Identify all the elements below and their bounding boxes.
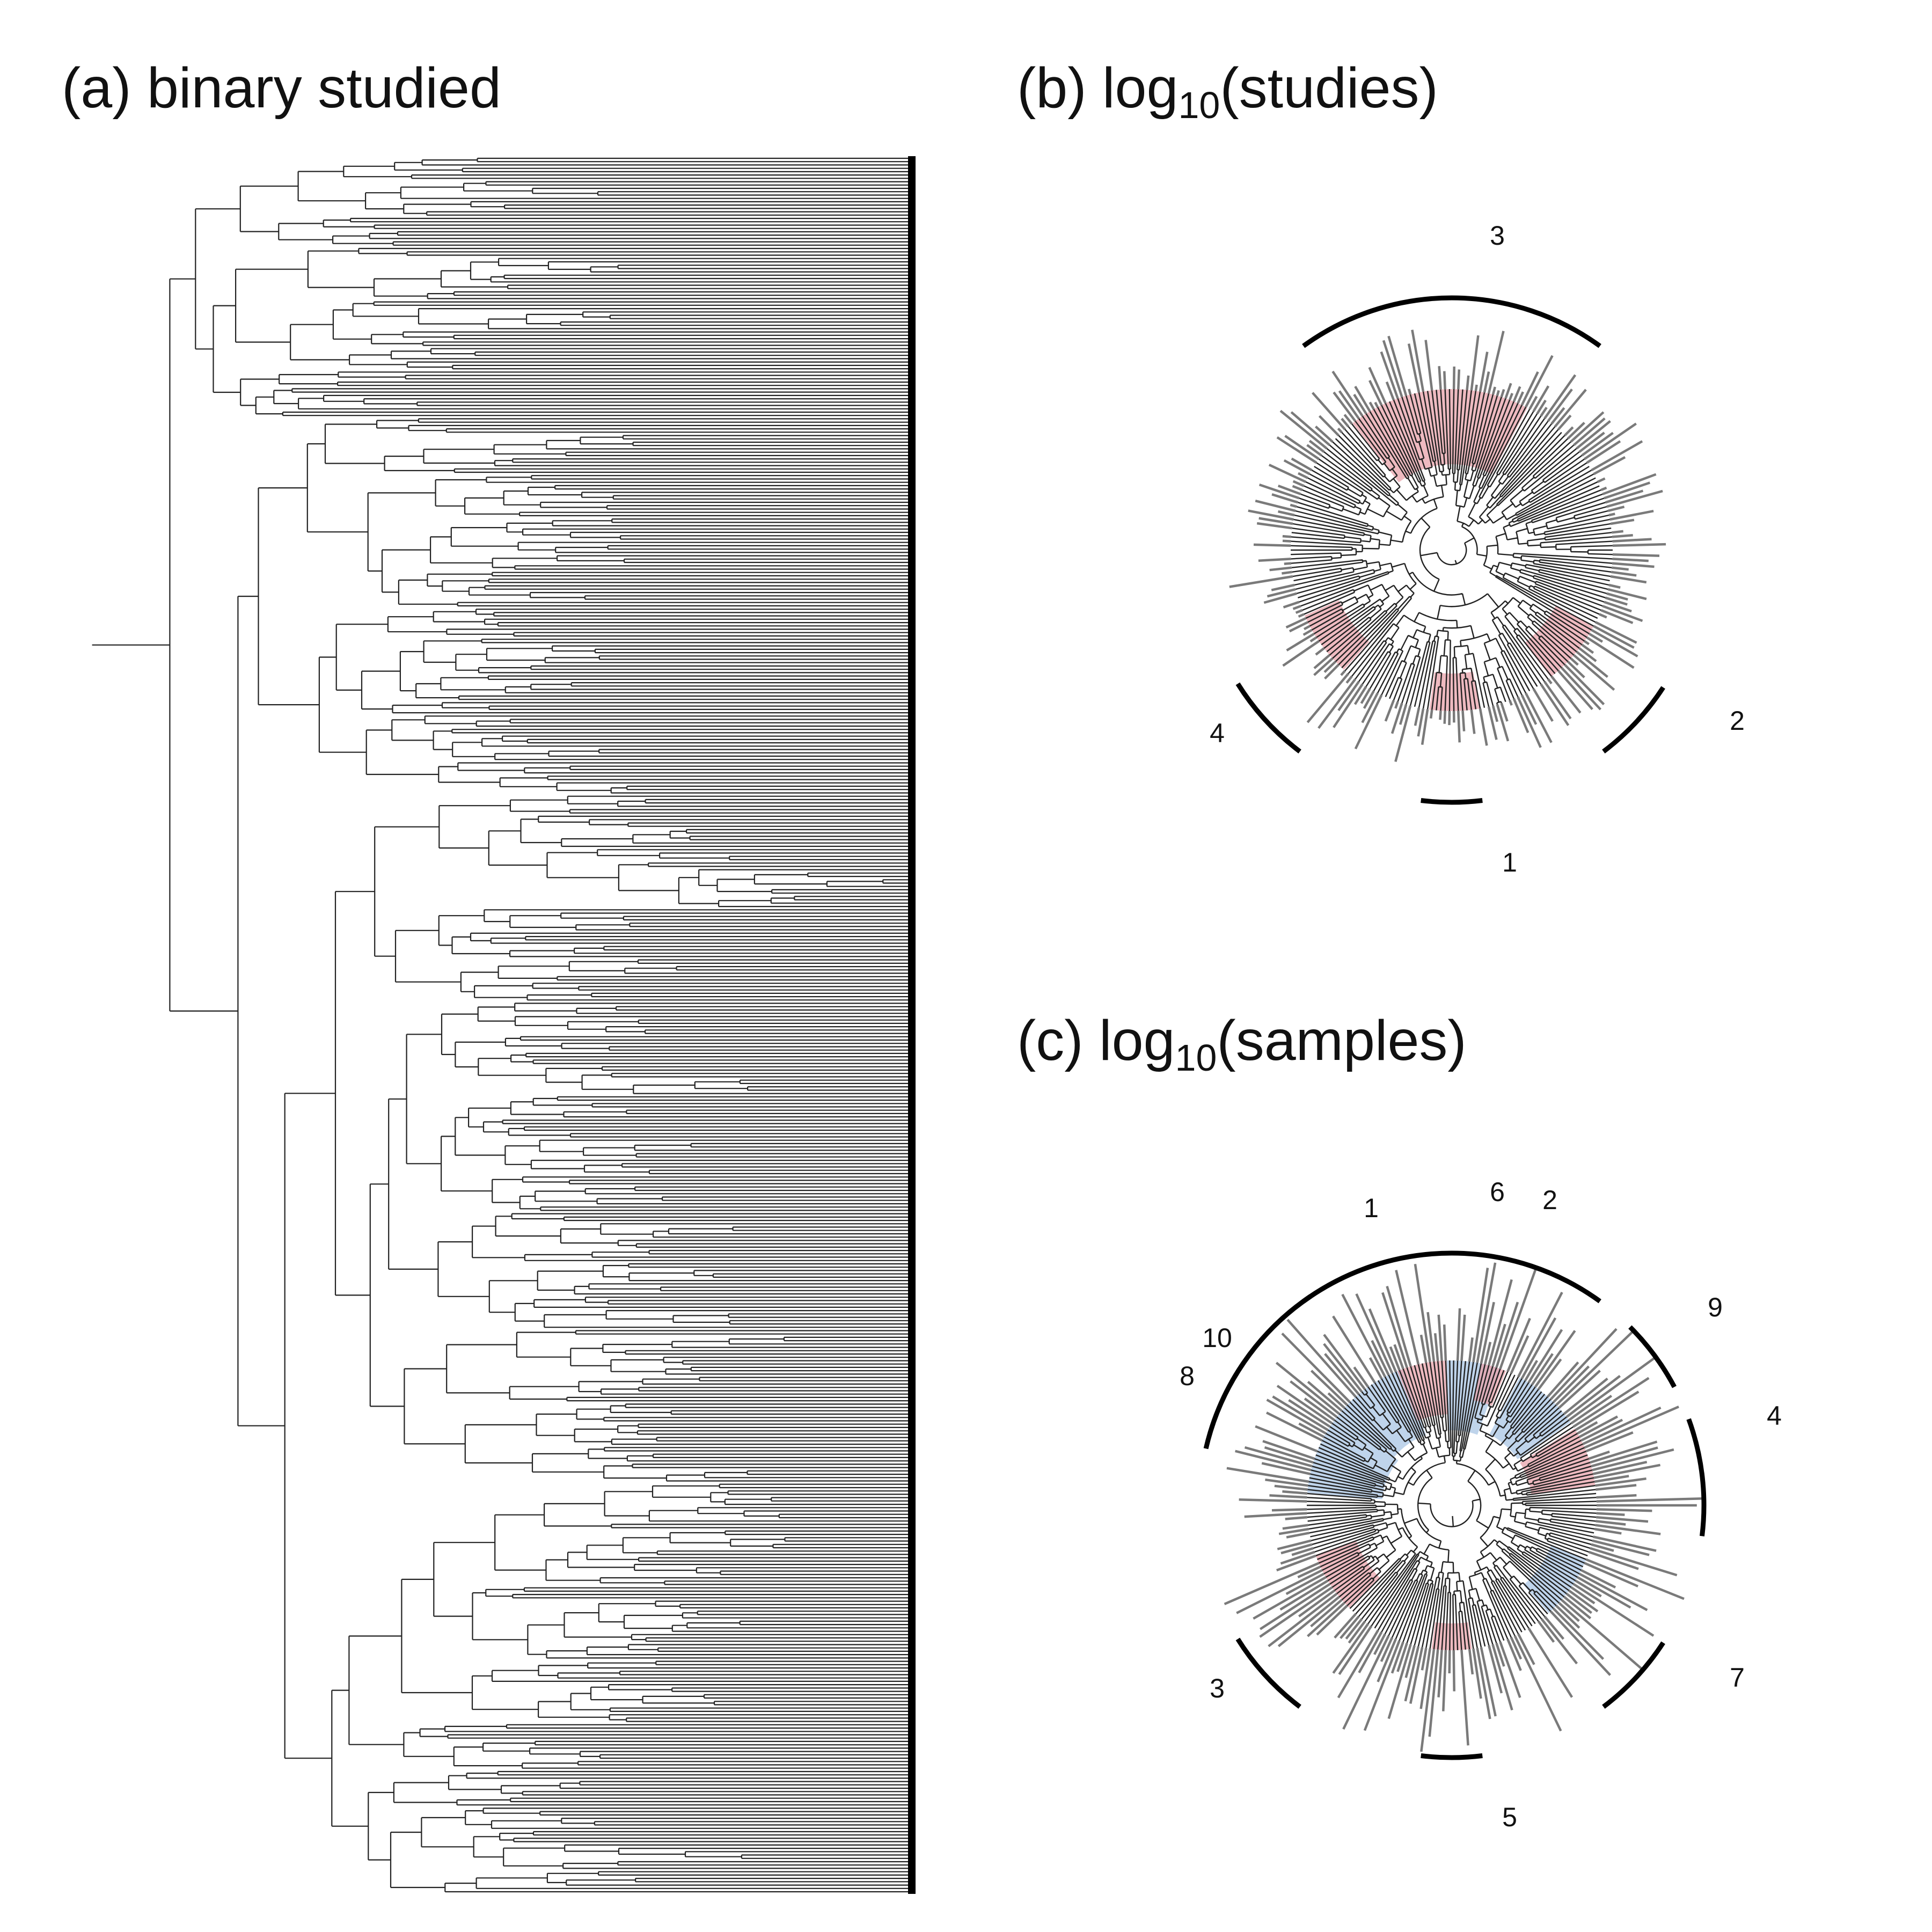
panel-b-title-subscript: 10	[1178, 84, 1220, 126]
clade-label: 4	[1210, 718, 1225, 748]
tree-branches	[92, 157, 912, 1893]
clade-arc	[1686, 1418, 1707, 1536]
branch-layer	[1291, 389, 1613, 712]
clade-arc-layer	[1235, 295, 1665, 805]
clade-label: 10	[1202, 1323, 1232, 1353]
clade-arc-layer	[1203, 1250, 1707, 1760]
panel-b-title-prefix: (b) log	[1017, 56, 1178, 120]
clade-arc	[1302, 295, 1601, 348]
clade-arc	[1203, 1294, 1312, 1450]
panel-b-title: (b) log10(studies)	[1017, 56, 1438, 126]
tree-branches	[1307, 1360, 1597, 1651]
panel-c-title-subscript: 10	[1175, 1037, 1217, 1079]
clade-label: 1	[1502, 847, 1517, 877]
rectangular-phylogeny	[92, 156, 916, 1894]
tip-bars	[1229, 330, 1666, 762]
clade-highlight	[1523, 1545, 1586, 1613]
clade-label: 5	[1502, 1802, 1517, 1832]
clade-label: 4	[1767, 1401, 1782, 1431]
panel-a-title: (a) binary studied	[62, 56, 501, 120]
clade-label: 8	[1180, 1361, 1195, 1391]
clade-highlight	[1431, 1622, 1472, 1650]
tip-bars	[1224, 1262, 1703, 1752]
panel-c-title-suffix: (samples)	[1217, 1009, 1466, 1072]
panel-c-title-prefix: (c) log	[1017, 1009, 1175, 1072]
clade-arc	[1235, 1637, 1301, 1709]
clade-arc	[1602, 1641, 1665, 1709]
clade-arc	[1628, 1325, 1677, 1388]
clade-arc	[1235, 682, 1301, 753]
clade-label: 2	[1730, 706, 1745, 736]
clade-label: 1	[1364, 1193, 1379, 1223]
tip-bar-layer	[1224, 1262, 1703, 1752]
clade-arc	[1602, 686, 1665, 753]
panel-b-title-suffix: (studies)	[1220, 56, 1438, 120]
clade-highlight	[1304, 600, 1370, 670]
circular-phylogeny-samples: 1 6 2 9 4 7 5 3 10 8	[1180, 1177, 1782, 1832]
panel-c-title: (c) log10(samples)	[1017, 1009, 1467, 1079]
clade-label: 3	[1210, 1673, 1225, 1703]
clade-arc	[1421, 1753, 1483, 1760]
clade-label: 6	[1490, 1177, 1505, 1207]
clade-label: 3	[1490, 221, 1505, 251]
tip-bar-layer	[1229, 330, 1666, 762]
clade-label: 9	[1708, 1292, 1723, 1322]
clade-arc	[1421, 798, 1483, 805]
circular-phylogeny-studies: 3 2 1 4	[1210, 221, 1745, 877]
clade-arc	[1302, 1250, 1601, 1304]
clade-label: 2	[1542, 1185, 1557, 1215]
branch-layer	[1307, 1360, 1597, 1651]
tree-branches	[1291, 389, 1613, 712]
tip-band	[908, 156, 916, 1894]
clade-highlight	[1524, 605, 1594, 677]
clade-label: 7	[1730, 1663, 1745, 1693]
